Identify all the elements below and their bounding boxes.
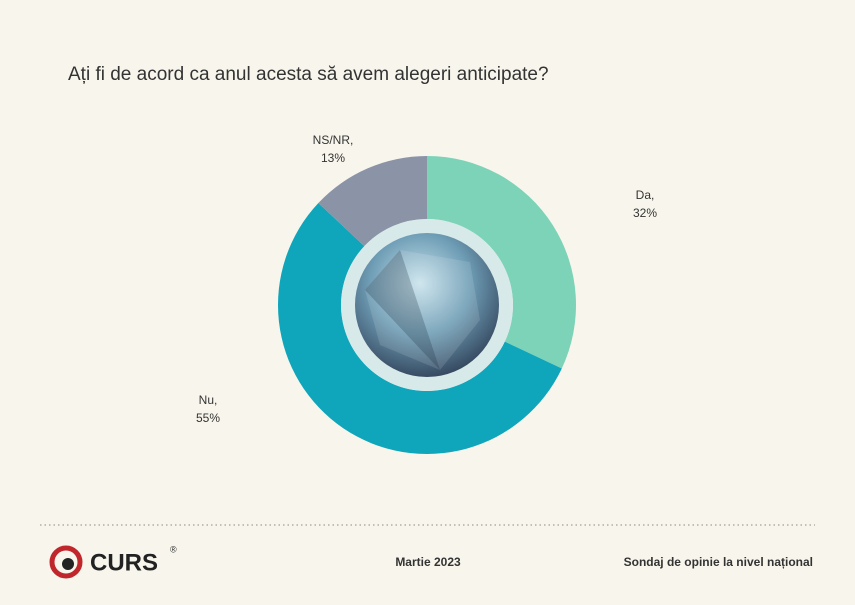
category-label: Nu,	[199, 393, 218, 407]
category-label: Da,	[636, 188, 655, 202]
donut	[277, 156, 576, 455]
logo-registered: ®	[170, 544, 177, 554]
value-label: 32%	[633, 206, 657, 220]
slice	[277, 203, 562, 455]
chart-title: Ați fi de acord ca anul acesta să avem a…	[68, 64, 549, 85]
logo-text: CURS	[90, 549, 158, 576]
center-gem	[355, 233, 499, 377]
footer-date: Martie 2023	[395, 555, 461, 569]
footer-note: Sondaj de opinie la nivel național	[624, 555, 813, 569]
gem-facet	[365, 250, 440, 370]
value-label: 55%	[196, 411, 220, 425]
gem-facet	[365, 250, 480, 370]
logo-icon	[62, 558, 74, 570]
category-label: NS/NR,	[313, 133, 354, 147]
slice	[318, 156, 427, 247]
logo-icon	[49, 545, 83, 579]
slice	[427, 156, 576, 369]
value-label: 13%	[321, 151, 345, 165]
